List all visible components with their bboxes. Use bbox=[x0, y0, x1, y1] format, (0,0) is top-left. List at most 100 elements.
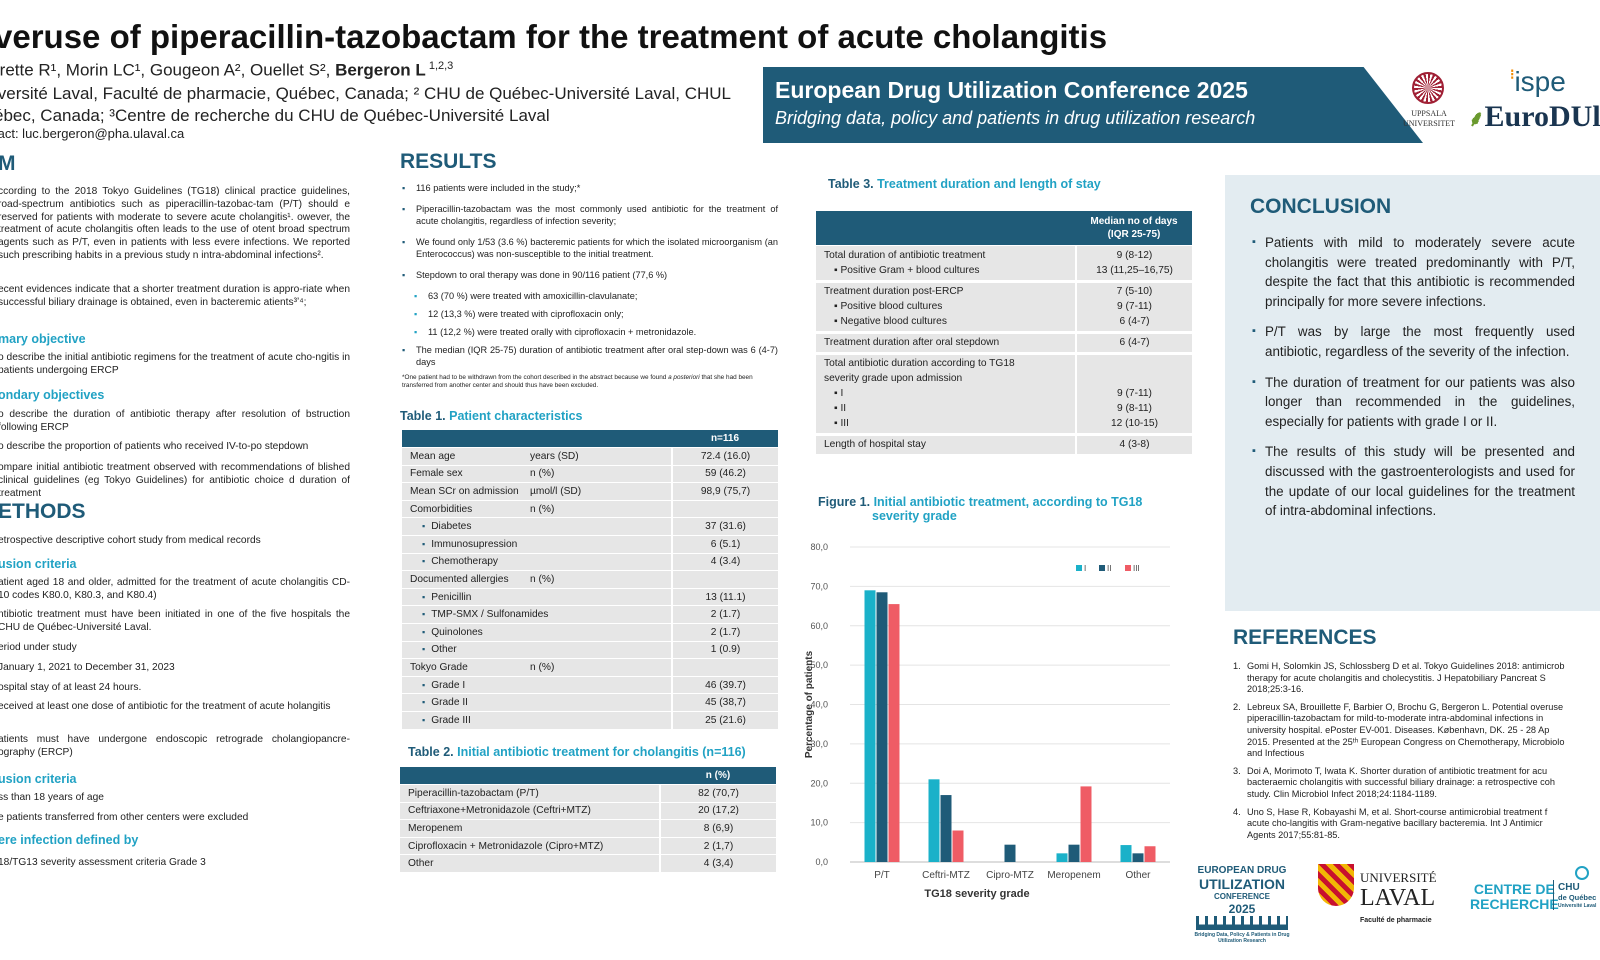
results-item: The median (IQR 25-75) duration of antib… bbox=[402, 344, 778, 368]
row-label: Tokyo Grade bbox=[410, 662, 468, 674]
chu-logo-line3: Université Laval bbox=[1558, 903, 1597, 909]
secondary-objective-1: o describe the duration of antibiotic th… bbox=[0, 409, 350, 433]
inclusion-4: January 1, 2021 to December 31, 2023 bbox=[0, 662, 175, 673]
table1-label-cell: Mean SCr on admission µmol/l (SD) bbox=[402, 482, 672, 501]
figure1-caption-line2: severity grade bbox=[872, 509, 957, 523]
results-subitem: 12 (13,3 %) were treated with ciprofloxa… bbox=[414, 308, 778, 320]
row-value: 2 (1.7) bbox=[671, 605, 778, 625]
table3-value-cell: 9 (7-11) 9 (8-11) 12 (10-15) bbox=[1075, 353, 1192, 436]
figure1-caption-prefix: Figure 1. bbox=[818, 495, 871, 509]
table2: n (%) Piperacillin-tazobactam (P/T) 82 (7… bbox=[400, 767, 776, 874]
reference-line: 2015. Presented at the 25ᵗʰ European Con… bbox=[1247, 736, 1565, 747]
x-tick-label: P/T bbox=[874, 870, 890, 881]
table-row: Penicillin 13 (11.1) bbox=[402, 588, 778, 607]
table3-label-line: Total duration of antibiotic treatment bbox=[824, 249, 986, 261]
conclusion-heading: CONCLUSION bbox=[1250, 195, 1392, 218]
table3-label-cell: Treatment duration post-ERCP ▪ Positive b… bbox=[816, 281, 1076, 334]
row-value: 46 (39.7) bbox=[671, 676, 778, 695]
table3-label-line: ▪ II bbox=[834, 403, 847, 414]
table2-header-blank bbox=[400, 767, 660, 786]
laval-logo: UNIVERSITÉ LAVAL bbox=[1360, 868, 1437, 910]
legend-swatch bbox=[1076, 565, 1082, 571]
row-label: Mean age bbox=[410, 450, 456, 462]
crc-logo: CENTRE DE RECHERCHE bbox=[1470, 882, 1559, 912]
table1-label-cell: Diabetes bbox=[402, 517, 672, 537]
table3-value-cell: 4 (3-8) bbox=[1075, 434, 1192, 457]
table3-caption: Table 3. Treatment duration and length o… bbox=[828, 177, 1101, 191]
y-tick-label: 80,0 bbox=[810, 542, 828, 552]
row-label: Mean SCr on admission bbox=[410, 486, 519, 498]
y-axis-title: Percentage of patients bbox=[804, 650, 815, 758]
row-label: Grade I bbox=[431, 679, 466, 691]
exclusion-1: ss than 18 years of age bbox=[0, 792, 104, 803]
table3-value-line: 9 (7-11) bbox=[1117, 301, 1152, 312]
table1-label-cell: Other bbox=[402, 641, 672, 660]
row-label: TMP-SMX / Sulfonamides bbox=[431, 609, 549, 621]
results-item: We found only 1/53 (3.6 %) bacteremic pa… bbox=[402, 236, 778, 260]
chu-swirl-icon bbox=[1575, 866, 1589, 880]
table2-caption-text: Initial antibiotic treatment for cholang… bbox=[457, 745, 746, 759]
table-row: Chemotherapy 4 (3.4) bbox=[402, 553, 778, 572]
table3-label-cell: Total antibiotic duration according to T… bbox=[816, 353, 1076, 436]
table2-caption: Table 2. Initial antibiotic treatment fo… bbox=[408, 745, 746, 759]
secondary-objective-3: ompare initial antibiotic treatment obse… bbox=[0, 462, 350, 499]
table3-label-line: Total antibiotic duration according to T… bbox=[824, 358, 1015, 369]
row-value: 2 (1.7) bbox=[671, 623, 778, 642]
table-row: Quinolones 2 (1.7) bbox=[402, 623, 778, 642]
row-value: 4 (3,4) bbox=[659, 854, 776, 874]
bar-P/T-III bbox=[888, 604, 900, 862]
table3-header-line2: (IQR 25-75) bbox=[1107, 228, 1161, 240]
laval-faculty: Faculté de pharmacie bbox=[1360, 917, 1432, 924]
table-row: Meropenem 8 (6,9) bbox=[400, 819, 776, 838]
edu-logo-line3: CONFERENCE bbox=[1213, 892, 1270, 901]
table3-value-cell: 6 (4-7) bbox=[1075, 332, 1192, 355]
table1-header-n: n=116 bbox=[672, 430, 778, 449]
chu-logo: CHU de Québec Université Laval bbox=[1558, 882, 1596, 911]
row-unit: µmol/l (SD) bbox=[530, 486, 582, 498]
row-label: Documented allergies bbox=[410, 574, 509, 586]
y-tick-label: 60,0 bbox=[810, 621, 828, 631]
inclusion-6: eceived at least one dose of antibiotic … bbox=[0, 701, 331, 712]
table-row: Mean age years (SD) 72.4 (16.0) bbox=[402, 447, 778, 466]
reference-item: 1. Gomi H, Solomkin JS, Schlossberg D et … bbox=[1233, 661, 1564, 696]
table1-label-cell: Penicillin bbox=[402, 588, 672, 607]
severe-infection-heading: ere infection defined by bbox=[0, 833, 139, 847]
row-label: Quinolones bbox=[431, 626, 483, 638]
table1-label-cell: Tokyo Grade n (%) bbox=[402, 658, 672, 677]
affiliation-line-2: ébec, Canada; ³Centre de recherche du CH… bbox=[0, 106, 550, 125]
table1-label-cell: Female sex n (%) bbox=[402, 465, 672, 484]
reference-line: and Infectious bbox=[1247, 748, 1305, 759]
results-item: Piperacillin-tazobactam was the most com… bbox=[402, 203, 778, 227]
methods-heading: ETHODS bbox=[0, 500, 86, 523]
aim-intro: ccording to the 2018 Tokyo Guidelines (T… bbox=[0, 186, 350, 261]
row-value: 13 (11.1) bbox=[671, 588, 778, 607]
row-value: 20 (17,2) bbox=[659, 802, 776, 821]
table1-label-cell: Grade III bbox=[402, 711, 672, 730]
reference-item: 4. Uno S, Hase R, Kobayashi M, et al. Sho… bbox=[1233, 807, 1564, 842]
table2-header-n: n (%) bbox=[660, 767, 776, 786]
table3-value-line: 6 (4-7) bbox=[1119, 337, 1150, 348]
secondary-objectives-heading: ondary objectives bbox=[0, 388, 105, 402]
conference-banner: European Drug Utilization Conference 202… bbox=[763, 67, 1423, 143]
inclusion-2: ntibiotic treatment must have been initi… bbox=[0, 609, 350, 633]
table2-caption-prefix: Table 2. bbox=[408, 745, 454, 759]
table-row: Grade II 45 (38,7) bbox=[402, 693, 778, 712]
aim-heading: M bbox=[0, 152, 16, 175]
table3-header: Median no of days (IQR 25-75) bbox=[1076, 211, 1192, 246]
primary-objective-heading: mary objective bbox=[0, 332, 86, 346]
exclusion-heading: usion criteria bbox=[0, 772, 77, 786]
table3-label-cell: Treatment duration after oral stepdown bbox=[816, 332, 1076, 355]
row-value: 6 (5.1) bbox=[671, 535, 778, 554]
table3-label-line: ▪ I bbox=[834, 388, 844, 399]
edu-logo-line1: EUROPEAN DRUG bbox=[1197, 865, 1287, 876]
reference-line: Doi A, Morimoto T, Iwata K. Shorter dura… bbox=[1247, 765, 1548, 776]
inclusion-5: ospital stay of at least 24 hours. bbox=[0, 682, 142, 693]
table1-label-cell: TMP-SMX / Sulfonamides bbox=[402, 605, 672, 625]
uppsala-seal-icon bbox=[1412, 72, 1444, 104]
row-value: 59 (46.2) bbox=[671, 465, 778, 484]
table3-label-line: Treatment duration after oral stepdown bbox=[824, 337, 1000, 348]
y-tick-label: 50,0 bbox=[810, 660, 828, 670]
table-row: Other 4 (3,4) bbox=[400, 854, 776, 874]
row-value: 8 (6,9) bbox=[659, 819, 776, 838]
row-label: Ceftriaxone+Metronidazole (Ceftri+MTZ) bbox=[400, 802, 660, 821]
